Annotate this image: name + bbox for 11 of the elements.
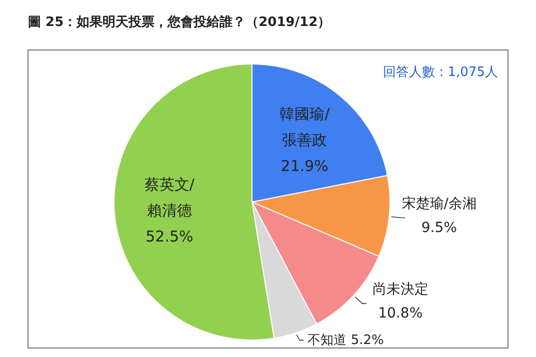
slice-label: 尚未決定 — [372, 282, 428, 298]
data-label: 52.5% — [146, 228, 194, 246]
slice-label: 宋楚瑜/余湘 — [402, 196, 477, 212]
text: 回答人數：1,075人 — [382, 65, 498, 80]
data-label: 9.5% — [421, 220, 457, 236]
chart-title: 圖 25：如果明天投票，您會投給誰？（2019/12） — [28, 14, 331, 30]
data-label: 21.9% — [280, 157, 328, 176]
data-label: 10.8% — [378, 306, 423, 322]
slice-label: 韓國瑜/張善政 — [280, 105, 331, 150]
slice-label: 蔡英文/賴清德 — [144, 176, 196, 220]
slice-label: 不知道 5.2% — [308, 333, 384, 348]
